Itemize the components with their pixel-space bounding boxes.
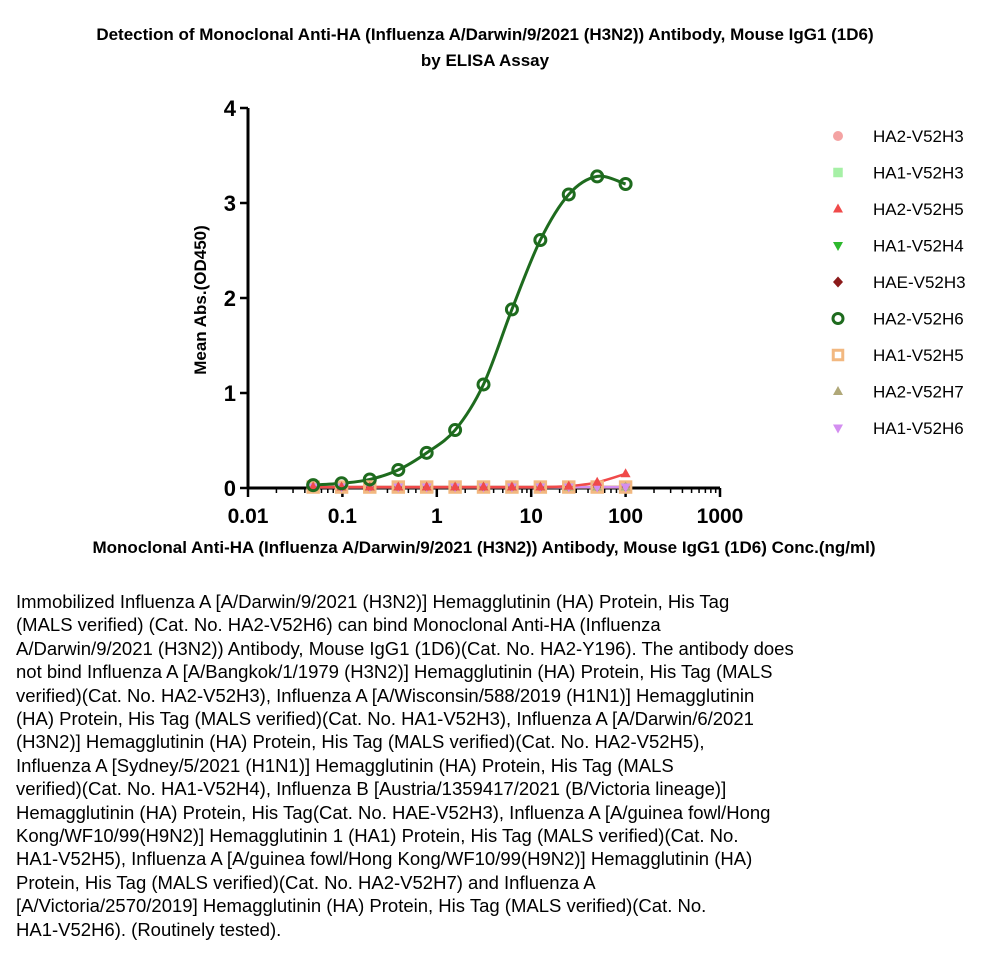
legend-marker (831, 348, 845, 362)
data-point (618, 177, 633, 191)
caption-line: verified)(Cat. No. HA1-V52H4), Influenza… (16, 778, 727, 800)
legend-marker (833, 242, 843, 251)
data-point (620, 483, 631, 493)
data-point (563, 480, 574, 490)
caption-line: (H3N2)] Hemagglutinin (HA) Protein, His … (16, 731, 705, 753)
caption-line: not bind Influenza A [A/Bangkok/1/1979 (… (16, 661, 773, 683)
legend-label: HA2-V52H3 (873, 127, 964, 146)
y-tick-label: 3 (224, 191, 236, 216)
data-point (535, 481, 546, 491)
figure-caption: Immobilized Influenza A [A/Darwin/9/2021… (16, 590, 976, 941)
legend-label: HA1-V52H5 (873, 346, 964, 365)
y-tick-label: 1 (224, 381, 236, 406)
data-point (561, 187, 576, 202)
y-tick-label: 0 (224, 476, 236, 501)
data-point (504, 302, 519, 317)
x-axis-label: Monoclonal Anti-HA (Influenza A/Darwin/9… (93, 538, 876, 557)
data-point (419, 445, 434, 460)
caption-line: (MALS verified) (Cat. No. HA2-V52H6) can… (16, 614, 661, 636)
legend-marker (833, 386, 843, 395)
legend-marker (831, 312, 845, 325)
legend-marker (833, 131, 843, 141)
data-point (450, 481, 461, 491)
x-tick-label: 10 (520, 505, 543, 528)
data-point (362, 472, 377, 487)
caption-line: Hemagglutinin (HA) Protein, His Tag(Cat.… (16, 801, 771, 823)
data-point (308, 481, 319, 491)
data-point (393, 481, 404, 491)
data-point (533, 233, 548, 248)
legend-label: HAE-V52H3 (873, 273, 966, 292)
x-tick-label: 1000 (697, 505, 744, 528)
legend-label: HA1-V52H3 (873, 164, 964, 183)
data-point (391, 462, 406, 477)
caption-line: verified)(Cat. No. HA2-V52H3), Influenza… (16, 684, 755, 706)
data-point (476, 377, 491, 392)
chart-title-line-1: Detection of Monoclonal Anti-HA (Influen… (96, 25, 874, 44)
data-point (592, 476, 603, 486)
fit-curves (313, 174, 627, 489)
legend-label: HA1-V52H4 (873, 237, 964, 256)
legend-label: HA1-V52H6 (873, 419, 964, 438)
chart-title: Detection of Monoclonal Anti-HA (Influen… (0, 22, 970, 74)
data-points (306, 169, 633, 494)
data-point (306, 478, 321, 493)
data-point (590, 169, 605, 184)
data-point (620, 468, 631, 478)
data-point (448, 423, 463, 438)
legend-marker (833, 167, 843, 178)
legend-marker (833, 276, 843, 288)
x-tick-label: 0.1 (328, 505, 358, 528)
caption-line: Protein, His Tag (MALS verified)(Cat. No… (16, 871, 596, 893)
caption-line: A/Darwin/9/2021 (H3N2)) Antibody, Mouse … (16, 637, 794, 659)
legend-label: HA2-V52H5 (873, 200, 964, 219)
data-point (478, 481, 489, 491)
legend-label: HA2-V52H6 (873, 310, 964, 329)
x-tick-label: 100 (608, 505, 643, 528)
elisa-chart: 0 1 2 3 4 0.01 0.1 1 10 100 1000 HA2-V52H3 HA1-V52H… (93, 96, 966, 557)
caption-line: Influenza A [Sydney/5/2021 (H1N1)] Hemag… (16, 754, 674, 776)
caption-line: HA1-V52H5), Influenza A [A/guinea fowl/H… (16, 848, 753, 870)
y-axis-label: Mean Abs.(OD450) (191, 225, 210, 375)
legend: HA2-V52H3 HA1-V52H3 HA2-V52H5 HA1-V52H4 HAE-… (831, 127, 966, 438)
caption-line: Kong/WF10/99(H9N2)] Hemagglutinin 1 (HA1… (16, 825, 739, 847)
data-point (506, 481, 517, 491)
x-tick-label: 1 (431, 505, 443, 528)
caption-line: Immobilized Influenza A [A/Darwin/9/2021… (16, 591, 730, 612)
axes: 0 1 2 3 4 0.01 0.1 1 10 100 1000 (224, 96, 744, 528)
y-tick-label: 2 (224, 286, 236, 311)
data-point (334, 476, 349, 491)
fit-curve (313, 174, 627, 487)
chart-title-line-2: by ELISA Assay (420, 51, 550, 70)
y-tick-label: 4 (224, 96, 237, 121)
caption-line: HA1-V52H6). (Routinely tested). (16, 918, 282, 940)
x-tick-label: 0.01 (228, 505, 269, 528)
caption-line: (HA) Protein, His Tag (MALS verified)(Ca… (16, 708, 754, 730)
legend-marker (833, 424, 843, 434)
legend-label: HA2-V52H7 (873, 383, 964, 402)
caption-line: [A/Victoria/2570/2019] Hemagglutinin (HA… (16, 895, 707, 917)
legend-marker (833, 203, 843, 213)
data-point (421, 481, 432, 491)
